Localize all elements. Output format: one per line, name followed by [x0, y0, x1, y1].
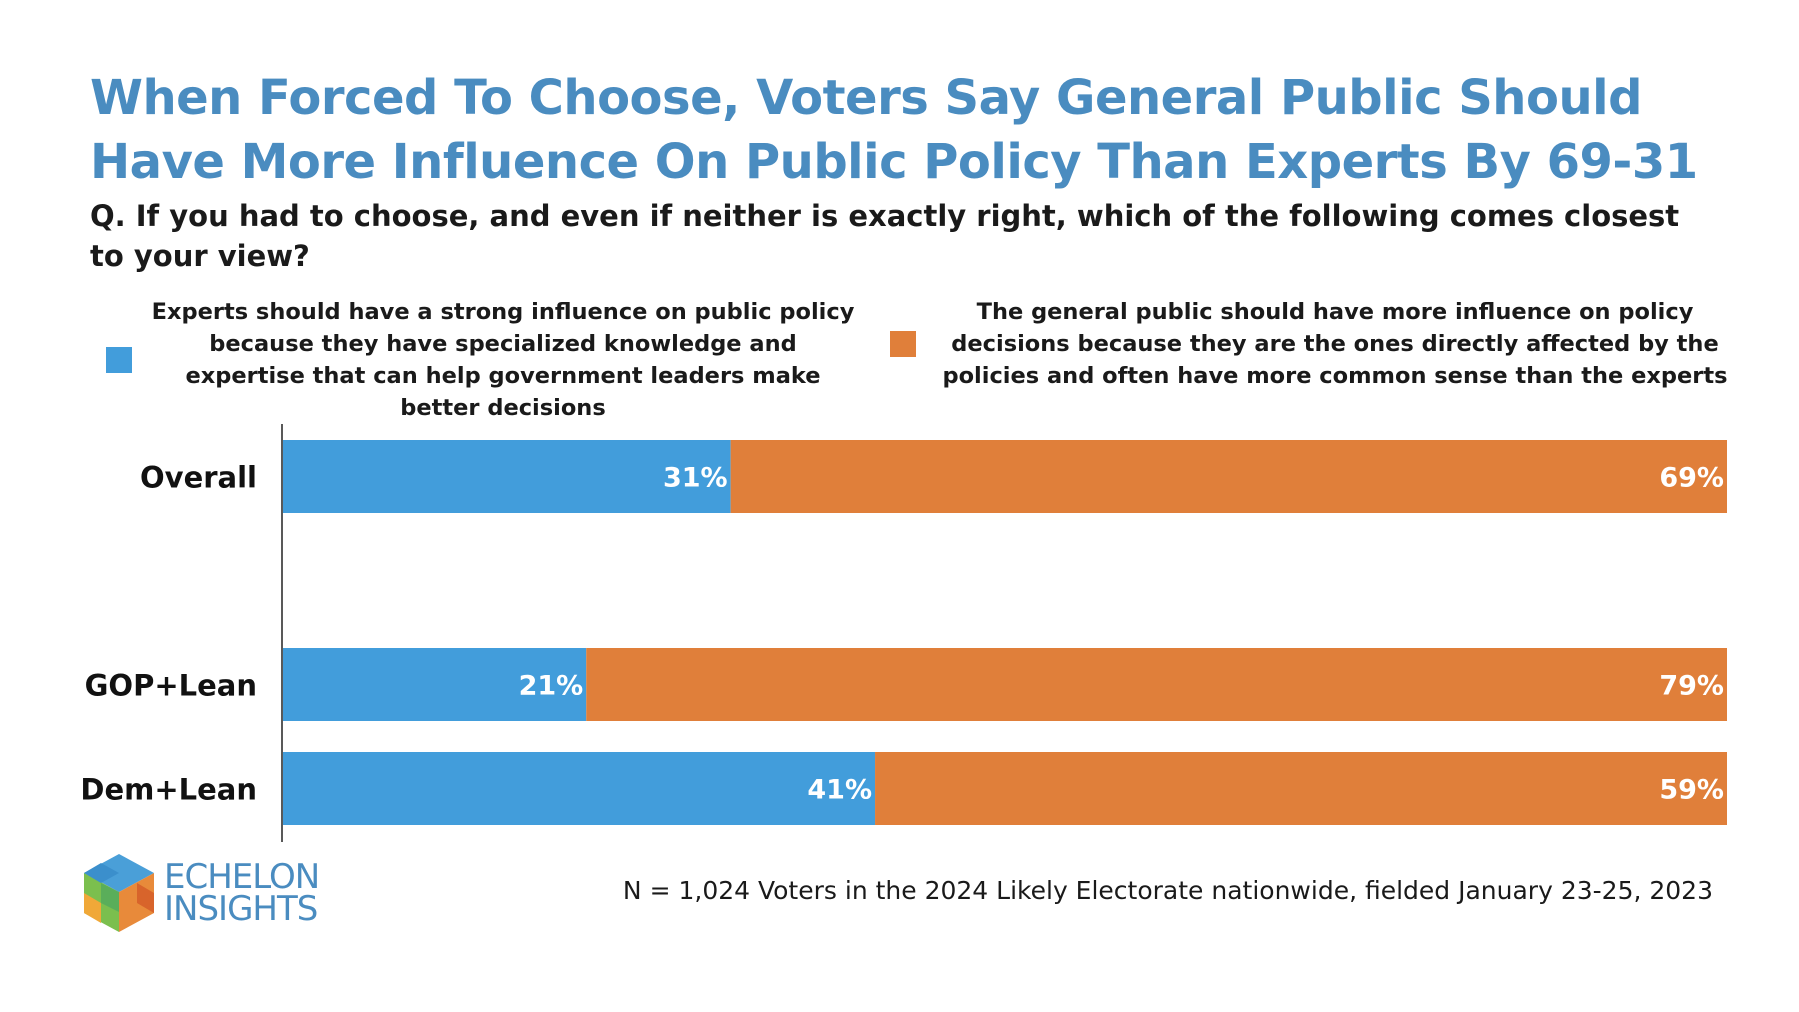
survey-question: Q. If you had to choose, and even if nei… [90, 199, 1680, 273]
stacked-bar-chart: 31% 69% Overall 21% 79% GOP+Lean 41% 59% Dem+Lea… [80, 424, 1727, 842]
bar-label-gop-lean-public: 79% [1659, 671, 1724, 702]
sample-footnote: N = 1,024 Voters in the 2024 Likely Elec… [622, 876, 1713, 905]
bar-dem-lean-public [875, 752, 1727, 825]
category-label-dem-lean: Dem+Lean [80, 773, 257, 807]
category-label-gop-lean: GOP+Lean [85, 669, 257, 703]
legend-swatch-experts [106, 347, 132, 373]
legend-item-public: The general public should have more infl… [890, 296, 1740, 392]
logo-wordmark: ECHELON INSIGHTS [164, 857, 320, 929]
logo-line-1: ECHELON [164, 857, 320, 897]
bar-label-overall-public: 69% [1659, 463, 1724, 494]
bar-gop-lean-public [586, 648, 1727, 721]
logo-line-2: INSIGHTS [164, 889, 318, 929]
category-label-overall: Overall [140, 461, 257, 495]
echelon-insights-logo: ECHELON INSIGHTS [82, 852, 320, 934]
bar-label-dem-lean-experts: 41% [807, 775, 872, 806]
bar-label-dem-lean-public: 59% [1659, 775, 1724, 806]
logo-cube-icon [84, 854, 154, 932]
legend-item-experts: Experts should have a strong influence o… [106, 296, 858, 424]
bar-overall-public [730, 440, 1727, 513]
bar-overall-experts [283, 440, 731, 513]
chart-title: When Forced To Choose, Voters Say Genera… [90, 70, 1698, 190]
bar-label-overall-experts: 31% [663, 463, 728, 494]
bar-label-gop-lean-experts: 21% [519, 671, 584, 702]
legend-label-experts: Experts should have a strong influence o… [151, 299, 855, 421]
legend-swatch-public [890, 331, 916, 357]
bar-dem-lean-experts [283, 752, 876, 825]
bar-gop-lean-experts [283, 648, 587, 721]
legend-label-public: The general public should have more infl… [942, 299, 1728, 389]
